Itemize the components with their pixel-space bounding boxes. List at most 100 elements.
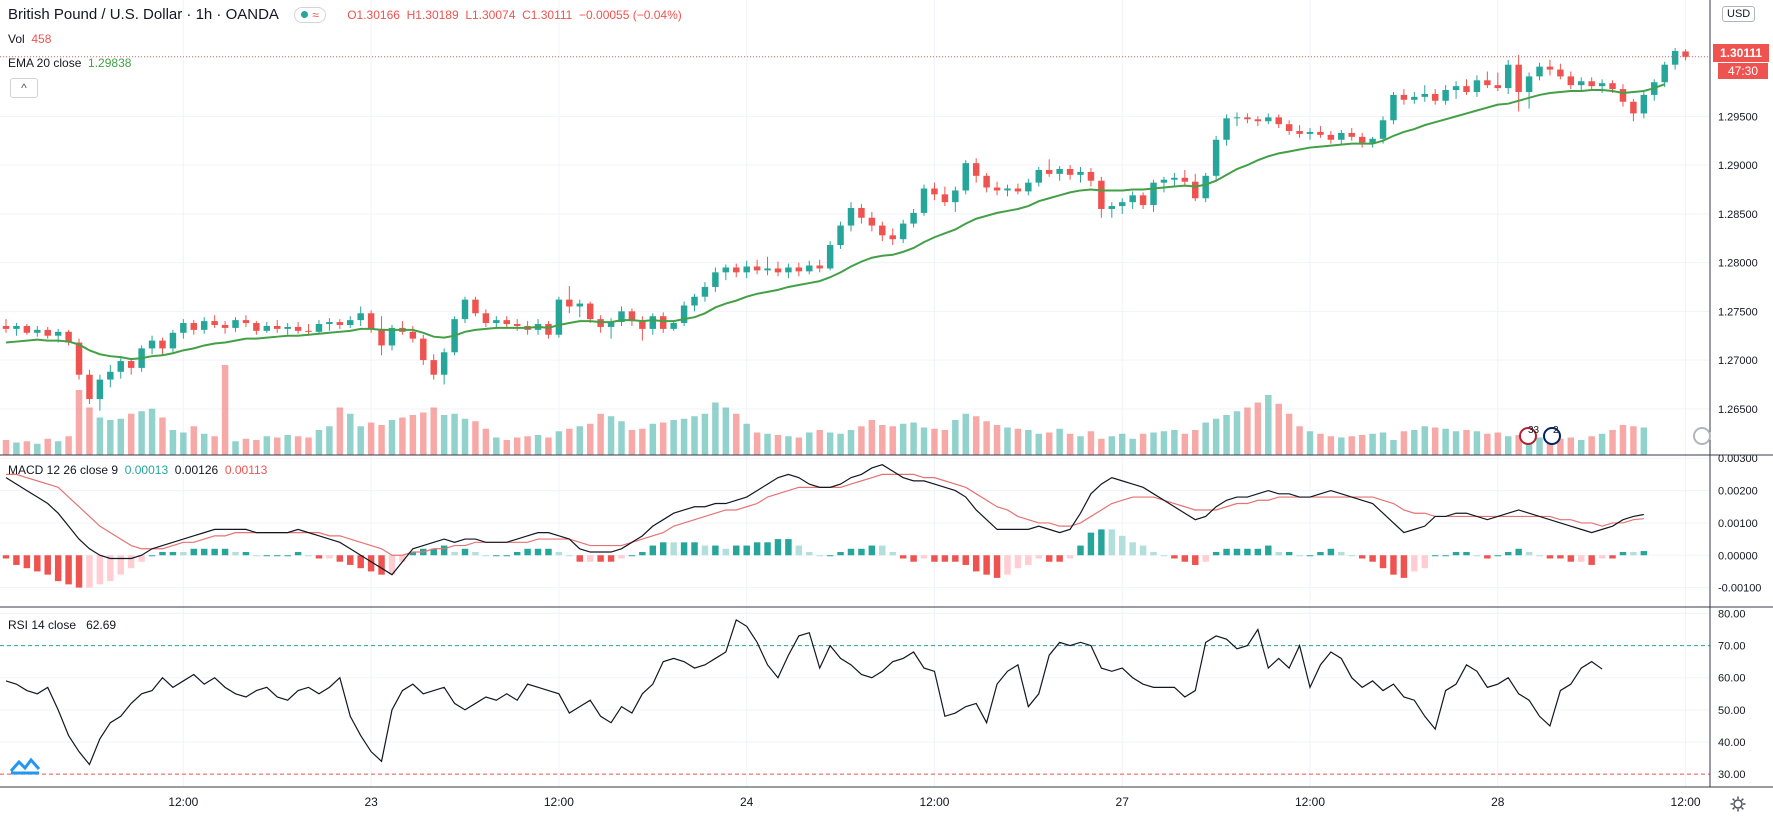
candle-body[interactable]: [659, 316, 667, 329]
candle-body[interactable]: [378, 328, 385, 346]
candle-body[interactable]: [305, 330, 312, 332]
candle-body[interactable]: [858, 208, 865, 218]
candle-body[interactable]: [1233, 117, 1241, 119]
candle-body[interactable]: [1056, 169, 1063, 174]
candle-body[interactable]: [1369, 138, 1376, 143]
candle-body[interactable]: [242, 320, 250, 324]
candle-body[interactable]: [169, 332, 177, 349]
rsi-pane[interactable]: [0, 618, 1710, 775]
candle-body[interactable]: [774, 268, 782, 273]
candle-body[interactable]: [920, 188, 928, 213]
candle-body[interactable]: [54, 331, 62, 336]
candle-body[interactable]: [1525, 76, 1533, 92]
candle-body[interactable]: [753, 266, 761, 271]
candle-body[interactable]: [482, 313, 490, 324]
chevron-up-icon[interactable]: ^: [10, 78, 38, 98]
candle-body[interactable]: [566, 299, 573, 307]
candle-body[interactable]: [1014, 188, 1022, 192]
candle-body[interactable]: [1119, 202, 1126, 207]
candle-body[interactable]: [1066, 169, 1074, 175]
candle-body[interactable]: [1578, 81, 1585, 86]
candle-body[interactable]: [211, 321, 218, 325]
candle-body[interactable]: [1671, 51, 1679, 65]
candle-body[interactable]: [461, 299, 469, 320]
candle-body[interactable]: [931, 188, 938, 195]
candle-body[interactable]: [1661, 64, 1668, 83]
candle-body[interactable]: [1077, 171, 1084, 175]
candle-body[interactable]: [639, 321, 646, 329]
candle-body[interactable]: [493, 320, 500, 324]
candle-body[interactable]: [1609, 83, 1616, 90]
candle-body[interactable]: [555, 299, 563, 335]
candle-body[interactable]: [941, 194, 949, 203]
candle-body[interactable]: [1296, 130, 1303, 134]
candle-body[interactable]: [420, 338, 427, 361]
candle-body[interactable]: [1400, 94, 1408, 100]
candle-body[interactable]: [1317, 131, 1324, 135]
candle-body[interactable]: [1160, 179, 1168, 183]
candle-body[interactable]: [952, 190, 959, 203]
candle-body[interactable]: [388, 327, 396, 346]
candle-body[interactable]: [148, 340, 156, 349]
candle-body[interactable]: [1682, 51, 1689, 57]
event-count-uk[interactable]: 2: [1553, 425, 1559, 436]
candle-body[interactable]: [1098, 180, 1105, 209]
candle-body[interactable]: [691, 296, 698, 306]
candle-body[interactable]: [712, 272, 719, 287]
candle-body[interactable]: [628, 311, 636, 322]
candle-body[interactable]: [1327, 134, 1335, 140]
candle-body[interactable]: [618, 311, 625, 323]
price-candles[interactable]: [2, 48, 1689, 411]
market-status-icon[interactable]: ≈: [294, 7, 326, 23]
candle-body[interactable]: [1275, 117, 1282, 125]
candle-body[interactable]: [1348, 132, 1355, 137]
candle-body[interactable]: [1442, 90, 1449, 101]
candle-body[interactable]: [1087, 171, 1095, 181]
rsi-legend[interactable]: RSI 14 close 62.69: [8, 618, 116, 632]
candle-body[interactable]: [972, 163, 980, 176]
candle-body[interactable]: [513, 324, 521, 326]
candle-body[interactable]: [232, 320, 239, 328]
candle-body[interactable]: [221, 324, 229, 328]
candle-body[interactable]: [347, 320, 354, 325]
macd-line[interactable]: [5, 464, 1644, 576]
candle-body[interactable]: [962, 163, 969, 191]
candle-body[interactable]: [1150, 182, 1157, 206]
candle-body[interactable]: [1484, 80, 1491, 86]
candle-body[interactable]: [190, 323, 198, 330]
candle-body[interactable]: [326, 322, 333, 325]
candle-body[interactable]: [107, 371, 114, 380]
candle-body[interactable]: [910, 212, 917, 224]
candle-body[interactable]: [1640, 94, 1648, 114]
candle-body[interactable]: [1473, 80, 1481, 92]
candle-body[interactable]: [847, 208, 855, 226]
candle-body[interactable]: [826, 245, 834, 269]
candle-body[interactable]: [200, 321, 208, 330]
candle-body[interactable]: [1358, 136, 1366, 143]
macd-pane[interactable]: [2, 464, 1648, 588]
candle-body[interactable]: [284, 326, 291, 329]
symbol-legend[interactable]: British Pound / U.S. Dollar · 1h · OANDA…: [8, 6, 682, 23]
candle-body[interactable]: [430, 360, 437, 375]
candle-body[interactable]: [899, 223, 907, 240]
candle-body[interactable]: [44, 329, 51, 336]
candle-body[interactable]: [2, 325, 10, 329]
candle-body[interactable]: [1546, 66, 1554, 70]
candle-body[interactable]: [1494, 85, 1502, 89]
candle-body[interactable]: [764, 268, 771, 271]
candle-body[interactable]: [1004, 188, 1011, 191]
candle-body[interactable]: [180, 323, 187, 333]
candle-body[interactable]: [1181, 177, 1189, 182]
candle-body[interactable]: [503, 320, 510, 325]
candle-body[interactable]: [1515, 64, 1522, 92]
candle-body[interactable]: [889, 235, 896, 240]
candle-body[interactable]: [670, 323, 677, 329]
candle-body[interactable]: [868, 217, 876, 226]
candle-body[interactable]: [294, 326, 302, 331]
ema-line[interactable]: [5, 83, 1666, 361]
candle-body[interactable]: [1244, 117, 1251, 120]
candle-body[interactable]: [1129, 195, 1136, 203]
candle-body[interactable]: [1588, 81, 1595, 87]
candle-body[interactable]: [1463, 86, 1470, 92]
